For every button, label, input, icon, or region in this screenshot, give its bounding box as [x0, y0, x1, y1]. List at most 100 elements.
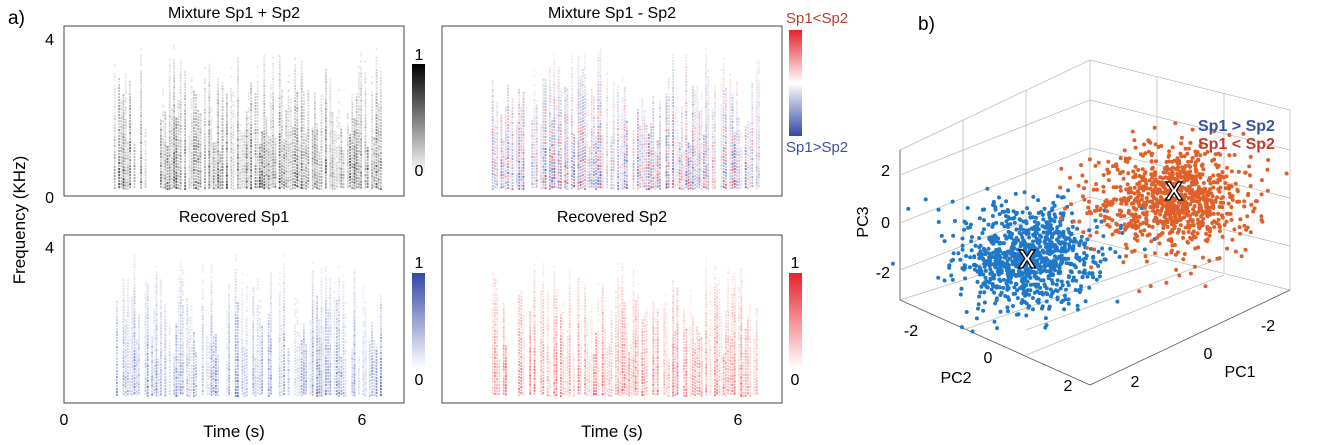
- spectrogram-cell: [340, 176, 343, 179]
- spectrogram-cell: [584, 76, 586, 79]
- spectrogram-cell: [579, 93, 582, 96]
- spectrogram-cell: [643, 122, 646, 125]
- spectrogram-cell: [168, 181, 171, 184]
- spectrogram-cell: [333, 175, 336, 178]
- spectrogram-cell: [494, 119, 496, 122]
- spectrogram-cell: [351, 174, 354, 177]
- spectrogram-cell: [582, 113, 584, 117]
- spectrogram-cell: [263, 91, 266, 94]
- spectrogram-cell: [577, 106, 580, 109]
- spectrogram-cell: [672, 171, 674, 174]
- spectrogram-cell: [226, 138, 228, 141]
- spectrogram-cell: [164, 123, 167, 126]
- spectrogram-cell: [597, 137, 600, 140]
- spectrogram-cell: [694, 96, 696, 99]
- spectrogram-cell: [215, 178, 217, 181]
- spectrogram-cell: [659, 184, 661, 187]
- spectrogram-cell: [577, 154, 580, 157]
- spectrogram-cell: [355, 174, 358, 177]
- spectrogram-cell: [173, 68, 175, 71]
- spectrogram-cell: [217, 108, 219, 111]
- spectrogram-cell: [659, 112, 661, 115]
- spectrogram-cell: [193, 90, 195, 93]
- spectrogram-cell: [283, 181, 285, 184]
- spectrogram-cell: [619, 180, 622, 184]
- spectrogram-cell: [342, 171, 345, 174]
- spectrogram-cell: [226, 168, 228, 171]
- spectrogram-cell: [278, 79, 281, 82]
- spectrogram-cell: [210, 167, 213, 170]
- spectrogram-cell: [491, 122, 494, 125]
- spectrogram-cell: [571, 180, 573, 184]
- spectrogram-cell: [573, 149, 575, 152]
- spectrogram-cell: [283, 142, 285, 145]
- spectrogram-cell: [606, 114, 608, 117]
- spectrogram-cell: [639, 182, 641, 185]
- spectrogram-cell: [296, 101, 299, 104]
- spectrogram-cell: [533, 168, 536, 171]
- spectrogram-cell: [168, 133, 171, 136]
- spectrogram-cell: [678, 166, 681, 169]
- spectrogram-cell: [311, 169, 314, 172]
- spectrogram-cell: [177, 171, 180, 175]
- spectrogram-cell: [667, 119, 670, 123]
- spectrogram-cell: [652, 126, 655, 129]
- spectrogram-cell: [127, 181, 129, 184]
- spectrogram-cell: [696, 119, 699, 122]
- spectrogram-cell: [584, 79, 586, 82]
- spectrogram-cell: [285, 161, 288, 164]
- spectrogram-cell: [612, 178, 615, 181]
- spectrogram-cell: [641, 155, 644, 158]
- spectrogram-cell: [371, 112, 373, 115]
- spectrogram-cell: [300, 147, 303, 150]
- spectrogram-cell: [179, 112, 182, 115]
- spectrogram-cell: [665, 129, 668, 132]
- spectrogram-cell: [520, 187, 523, 190]
- spectrogram-cell: [208, 114, 211, 117]
- spectrogram-cell: [199, 152, 202, 155]
- spectrogram-cell: [584, 163, 586, 166]
- spectrogram-cell: [173, 116, 175, 119]
- spectrogram-cell: [371, 187, 373, 190]
- spectrogram-cell: [577, 175, 580, 178]
- spectrogram-cell: [133, 152, 136, 155]
- spectrogram-cell: [331, 121, 334, 124]
- spectrogram-cell: [360, 66, 362, 69]
- spectrogram-cell: [267, 136, 270, 139]
- spectrogram-cell: [338, 125, 340, 128]
- spectrogram-cell: [549, 172, 551, 175]
- spectrogram-cell: [518, 157, 520, 160]
- spectrogram-cell: [687, 160, 690, 163]
- spectrogram-cell: [190, 152, 193, 155]
- spectrogram-cell: [168, 172, 171, 175]
- spectrogram-cell: [325, 141, 327, 144]
- spectrogram-cell: [683, 154, 685, 157]
- spectrogram-cell: [676, 135, 679, 138]
- spectrogram-cell: [606, 78, 608, 81]
- spectrogram-cell: [674, 166, 677, 169]
- spectrogram-cell: [300, 120, 303, 123]
- spectrogram-cell: [551, 162, 553, 165]
- spectrogram-cell: [652, 117, 655, 120]
- spectrogram-cell: [256, 161, 259, 165]
- spectrogram-cell: [364, 81, 367, 84]
- spectrogram-cell: [184, 70, 186, 73]
- spectrogram-cell: [162, 90, 164, 93]
- spectrogram-cell: [623, 141, 626, 144]
- spectrogram-cell: [560, 159, 562, 163]
- spectrogram-cell: [681, 121, 683, 124]
- spectrogram-cell: [544, 129, 547, 133]
- spectrogram-cell: [377, 136, 380, 139]
- spectrogram-cell: [617, 88, 619, 91]
- spectrogram-cell: [626, 135, 628, 138]
- spectrogram-cell: [564, 111, 567, 114]
- spectrogram-cell: [289, 182, 292, 185]
- spectrogram-cell: [676, 141, 679, 144]
- spectrogram-cell: [122, 121, 125, 124]
- spectrogram-cell: [564, 183, 567, 186]
- spectrogram-cell: [696, 137, 699, 140]
- spectrogram-cell: [599, 108, 602, 111]
- spectrogram-cell: [305, 145, 307, 148]
- spectrogram-cell: [250, 157, 252, 160]
